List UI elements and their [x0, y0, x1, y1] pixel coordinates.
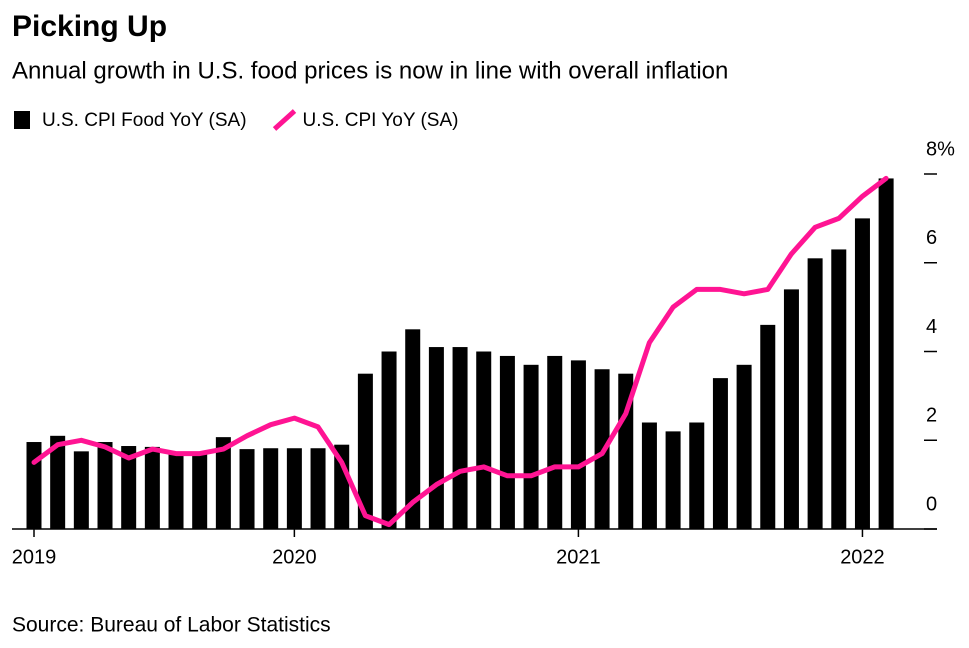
source: Source: Bureau of Labor Statistics — [12, 614, 331, 637]
x-tick-label: 2020 — [272, 546, 317, 568]
bar — [760, 324, 776, 529]
x-tick-label: 2021 — [556, 546, 601, 568]
bar — [239, 449, 255, 529]
bar — [854, 218, 870, 529]
line — [31, 175, 889, 528]
bar — [665, 431, 681, 529]
bar — [357, 373, 373, 529]
y-tick-label: 0 — [926, 493, 937, 515]
bar — [73, 451, 89, 529]
bar — [523, 364, 539, 529]
bar — [807, 258, 823, 529]
bar — [50, 435, 66, 529]
bar — [144, 446, 160, 529]
y-tick-label: 2 — [926, 405, 937, 427]
legend-swatch — [14, 111, 30, 129]
legend-swatch — [272, 109, 297, 131]
bar — [263, 448, 279, 529]
bar — [121, 446, 137, 529]
y-tick-label: 8% — [926, 138, 955, 160]
legend-label: U.S. CPI YoY (SA) — [303, 110, 459, 131]
legend-label: U.S. CPI Food YoY (SA) — [42, 110, 247, 131]
bar — [286, 448, 302, 529]
bar — [831, 249, 847, 529]
bar — [570, 360, 586, 529]
x-tick-label: 2022 — [840, 546, 885, 568]
bar — [168, 452, 184, 529]
bar — [310, 448, 326, 529]
bar — [476, 351, 492, 529]
bar — [26, 442, 42, 529]
bar — [878, 178, 894, 529]
bar — [499, 355, 515, 529]
y-tick-label: 6 — [926, 227, 937, 249]
y-tick-label: 4 — [926, 316, 937, 338]
bar — [452, 347, 468, 529]
bar — [428, 347, 444, 529]
bar — [405, 329, 421, 529]
bar — [641, 422, 657, 529]
bar — [712, 378, 728, 529]
bar — [215, 437, 231, 529]
bar — [689, 422, 705, 529]
bar — [97, 442, 113, 529]
x-tick-label: 2019 — [12, 546, 57, 568]
bar — [547, 355, 563, 529]
bar — [618, 373, 634, 529]
bar — [783, 289, 799, 529]
bar — [192, 452, 208, 529]
bar — [381, 351, 397, 529]
chart-subtitle: Annual growth in U.S. food prices is now… — [12, 57, 728, 84]
chart-title: Picking Up — [12, 10, 167, 43]
bar — [736, 364, 752, 529]
